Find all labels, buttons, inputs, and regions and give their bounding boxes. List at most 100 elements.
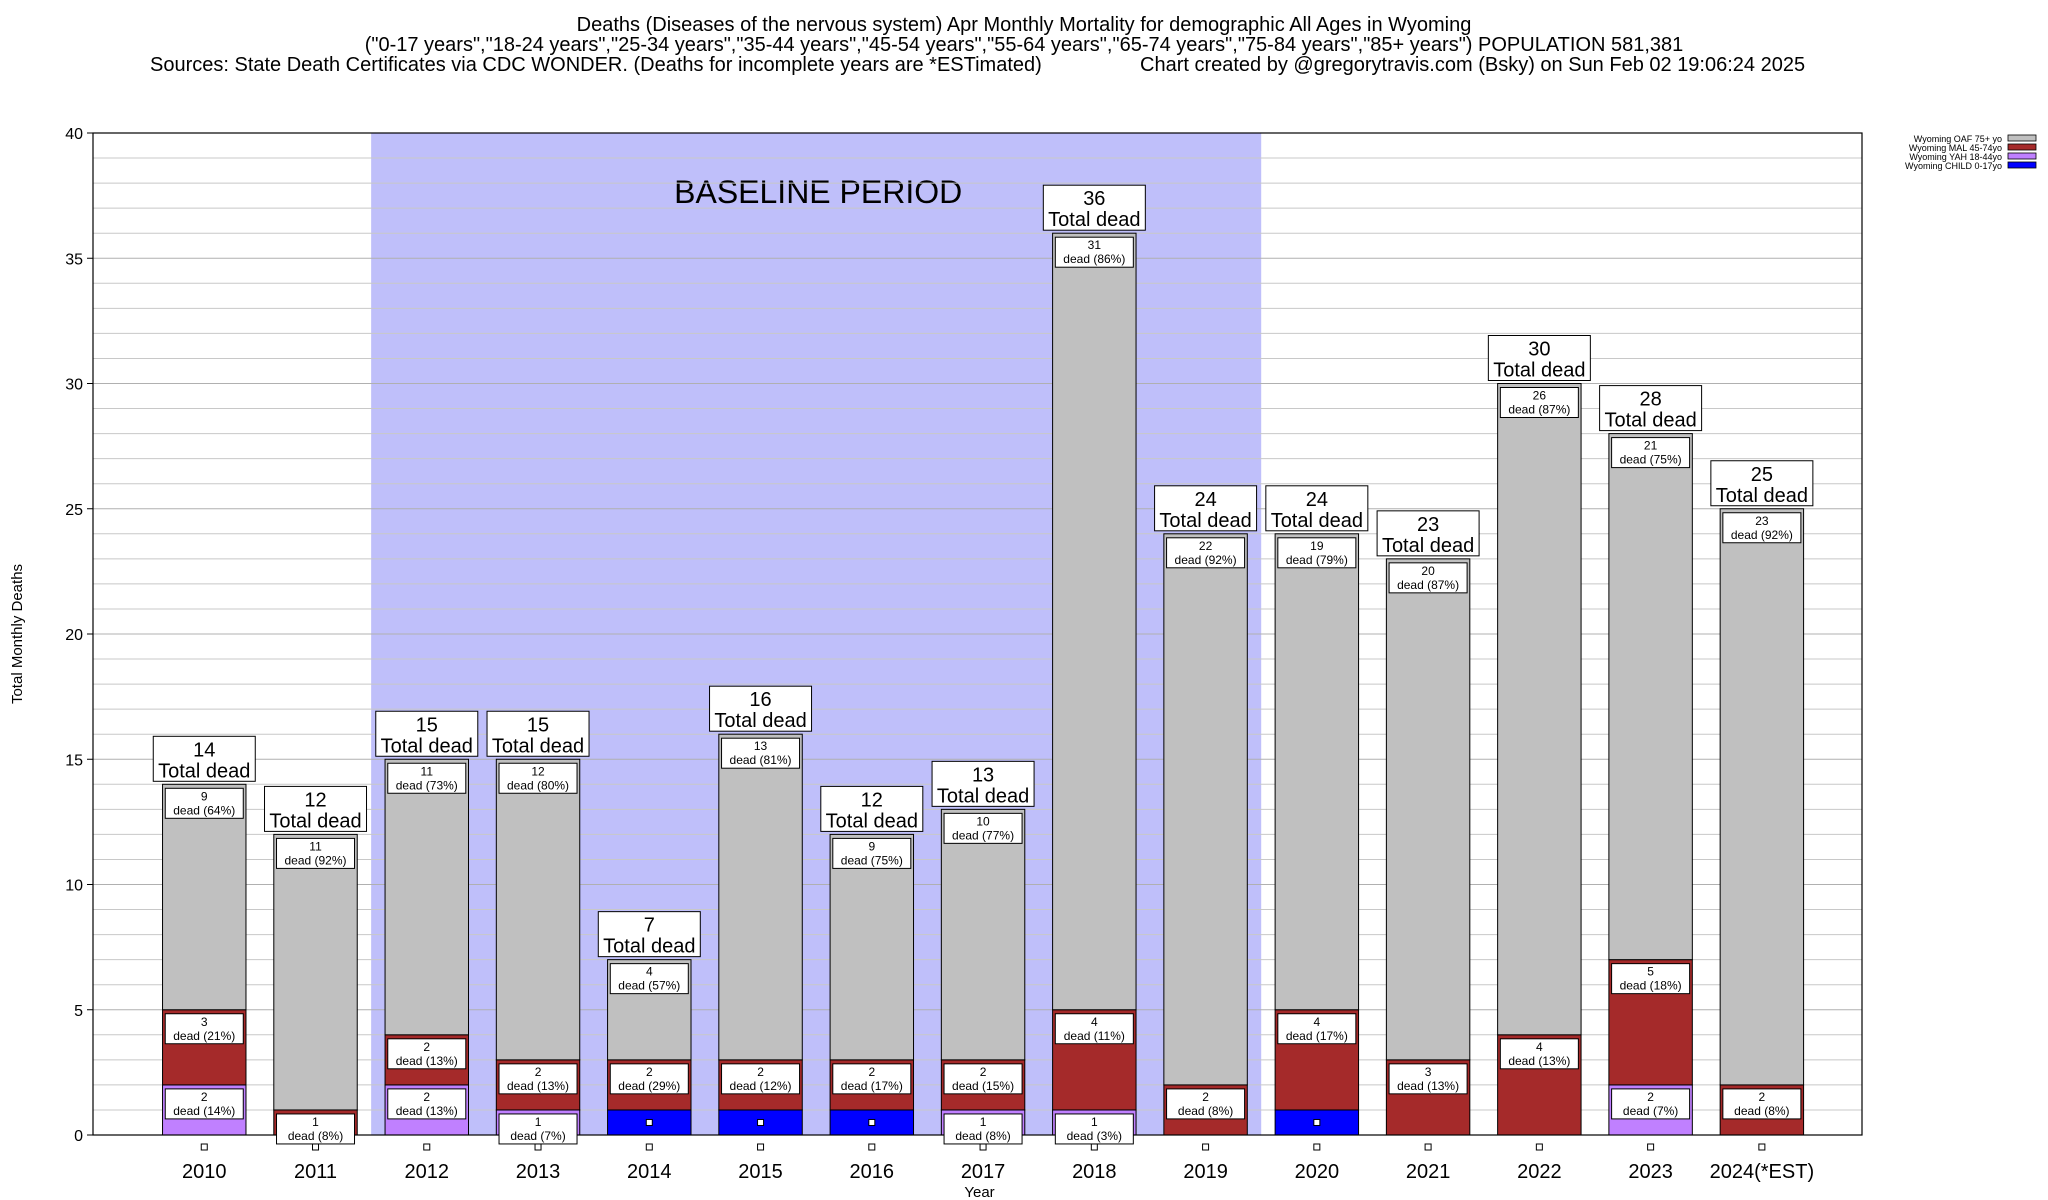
x-tick-label: 2019: [1183, 1161, 1228, 1183]
segment-label-box: [1054, 1113, 1134, 1145]
total-label-value: 24: [1306, 489, 1328, 511]
segment-label-count: 13: [754, 739, 768, 753]
bar-oaf[interactable]: [1719, 508, 1805, 1086]
segment-label-text: dead (13%): [396, 1104, 458, 1118]
bar-oaf[interactable]: [1385, 558, 1471, 1061]
total-label-box: [1154, 485, 1258, 532]
y-tick-label: 5: [74, 1003, 83, 1020]
chart-title: Deaths (Diseases of the nervous system) …: [576, 14, 1472, 36]
segment-label-box: [832, 837, 912, 869]
x-tick-label: 2018: [1072, 1161, 1117, 1183]
segment-label-count: 5: [1647, 965, 1654, 979]
total-label-value: 30: [1528, 339, 1550, 361]
total-label-value: 16: [749, 689, 771, 711]
segment-label-box: [943, 1063, 1023, 1095]
x-tick-label: 2014: [627, 1161, 672, 1183]
bar-oaf[interactable]: [495, 758, 581, 1061]
total-label-text: Total dead: [1048, 209, 1140, 231]
bar-oaf[interactable]: [1163, 533, 1248, 1086]
total-label-text: Total dead: [158, 760, 250, 782]
bar-oaf[interactable]: [1497, 383, 1582, 1036]
legend-label: Wyoming MAL 45-74yo: [1909, 143, 2002, 153]
x-tick-label: 2015: [738, 1161, 783, 1183]
x-tick-marker: [979, 1143, 987, 1151]
segment-label-box: [276, 1113, 356, 1145]
total-label-box: [1265, 485, 1369, 532]
x-tick-label: 2016: [850, 1161, 895, 1183]
bar-oaf[interactable]: [718, 733, 803, 1061]
total-label-box: [709, 685, 813, 732]
bar-oaf[interactable]: [1608, 433, 1693, 961]
x-tick-marker: [1313, 1143, 1321, 1151]
segment-label-count: 22: [1199, 539, 1213, 553]
segment-label-text: dead (92%): [1175, 553, 1237, 567]
segment-label-count: 2: [201, 1090, 208, 1104]
bar-oaf[interactable]: [384, 758, 469, 1036]
segment-label-count: 4: [1536, 1040, 1543, 1054]
x-tick-label: 2017: [961, 1161, 1006, 1183]
segment-label-count: 11: [421, 764, 434, 778]
segment-label-box: [1722, 512, 1802, 544]
segment-label-count: 20: [1421, 564, 1435, 578]
segment-label-box: [1388, 1063, 1468, 1095]
total-label-box: [597, 911, 701, 958]
total-label-text: Total dead: [603, 936, 695, 958]
segment-label-box: [387, 762, 467, 794]
bar-oaf[interactable]: [1052, 232, 1137, 1011]
bar-oaf[interactable]: [162, 783, 247, 1011]
total-label-value: 23: [1417, 514, 1439, 536]
y-tick-label: 10: [65, 878, 83, 895]
x-tick-label: 2020: [1295, 1161, 1340, 1183]
segment-label-box: [498, 1113, 578, 1145]
legend-swatch-child: [2007, 161, 2037, 169]
total-label-value: 13: [972, 764, 994, 786]
segment-label-box: [164, 1013, 244, 1045]
segment-label-box: [1611, 437, 1691, 469]
bar-child[interactable]: [718, 1109, 803, 1136]
segment-label-text: dead (92%): [284, 853, 346, 867]
total-label-box: [375, 710, 479, 757]
x-tick-marker: [423, 1143, 431, 1151]
x-tick-marker: [757, 1143, 765, 1151]
segment-label-box: [832, 1063, 912, 1095]
segment-label-text: dead (11%): [1064, 1029, 1125, 1043]
segment-label-box: [276, 837, 356, 869]
segment-label-text: dead (13%): [1508, 1054, 1570, 1068]
segment-label-box: [1499, 387, 1579, 418]
total-label-text: Total dead: [1716, 485, 1808, 507]
segment-label-box: [498, 762, 578, 794]
segment-label-text: dead (7%): [510, 1129, 565, 1143]
segment-label-count: 2: [535, 1065, 542, 1079]
total-label-text: Total dead: [492, 735, 584, 757]
bar-oaf[interactable]: [1274, 533, 1360, 1011]
segment-label-text: dead (64%): [173, 803, 235, 817]
segment-label-count: 3: [201, 1015, 208, 1029]
y-tick-label: 40: [65, 126, 83, 143]
segment-label-count: 9: [201, 789, 208, 803]
segment-label-box: [721, 737, 801, 769]
x-tick-marker: [1202, 1143, 1210, 1151]
segment-label-box: [1611, 1088, 1691, 1120]
segment-label-box: [1054, 236, 1134, 268]
segment-label-count: 10: [976, 814, 990, 828]
chart-credit: Chart created by @gregorytravis.com (Bsk…: [1140, 54, 1806, 76]
segment-label-count: 4: [1313, 1015, 1320, 1029]
legend-swatch-yah: [2007, 152, 2037, 160]
total-label-text: Total dead: [826, 810, 918, 832]
segment-label-text: dead (79%): [1286, 553, 1348, 567]
x-tick-label: 2012: [405, 1161, 450, 1183]
bar-oaf[interactable]: [273, 833, 358, 1111]
segment-label-box: [943, 1113, 1023, 1145]
x-tick-label: 2023: [1628, 1161, 1673, 1183]
total-label-value: 12: [304, 789, 326, 811]
y-tick-label: 30: [65, 377, 83, 394]
bar-oaf[interactable]: [940, 808, 1026, 1061]
segment-label-text: dead (17%): [841, 1079, 903, 1093]
x-tick-marker: [312, 1143, 320, 1151]
y-tick-label: 25: [65, 502, 83, 519]
segment-label-box: [1499, 1038, 1579, 1070]
segment-label-text: dead (92%): [1731, 528, 1793, 542]
bar-oaf[interactable]: [829, 833, 915, 1061]
segment-label-text: dead (81%): [730, 753, 792, 767]
